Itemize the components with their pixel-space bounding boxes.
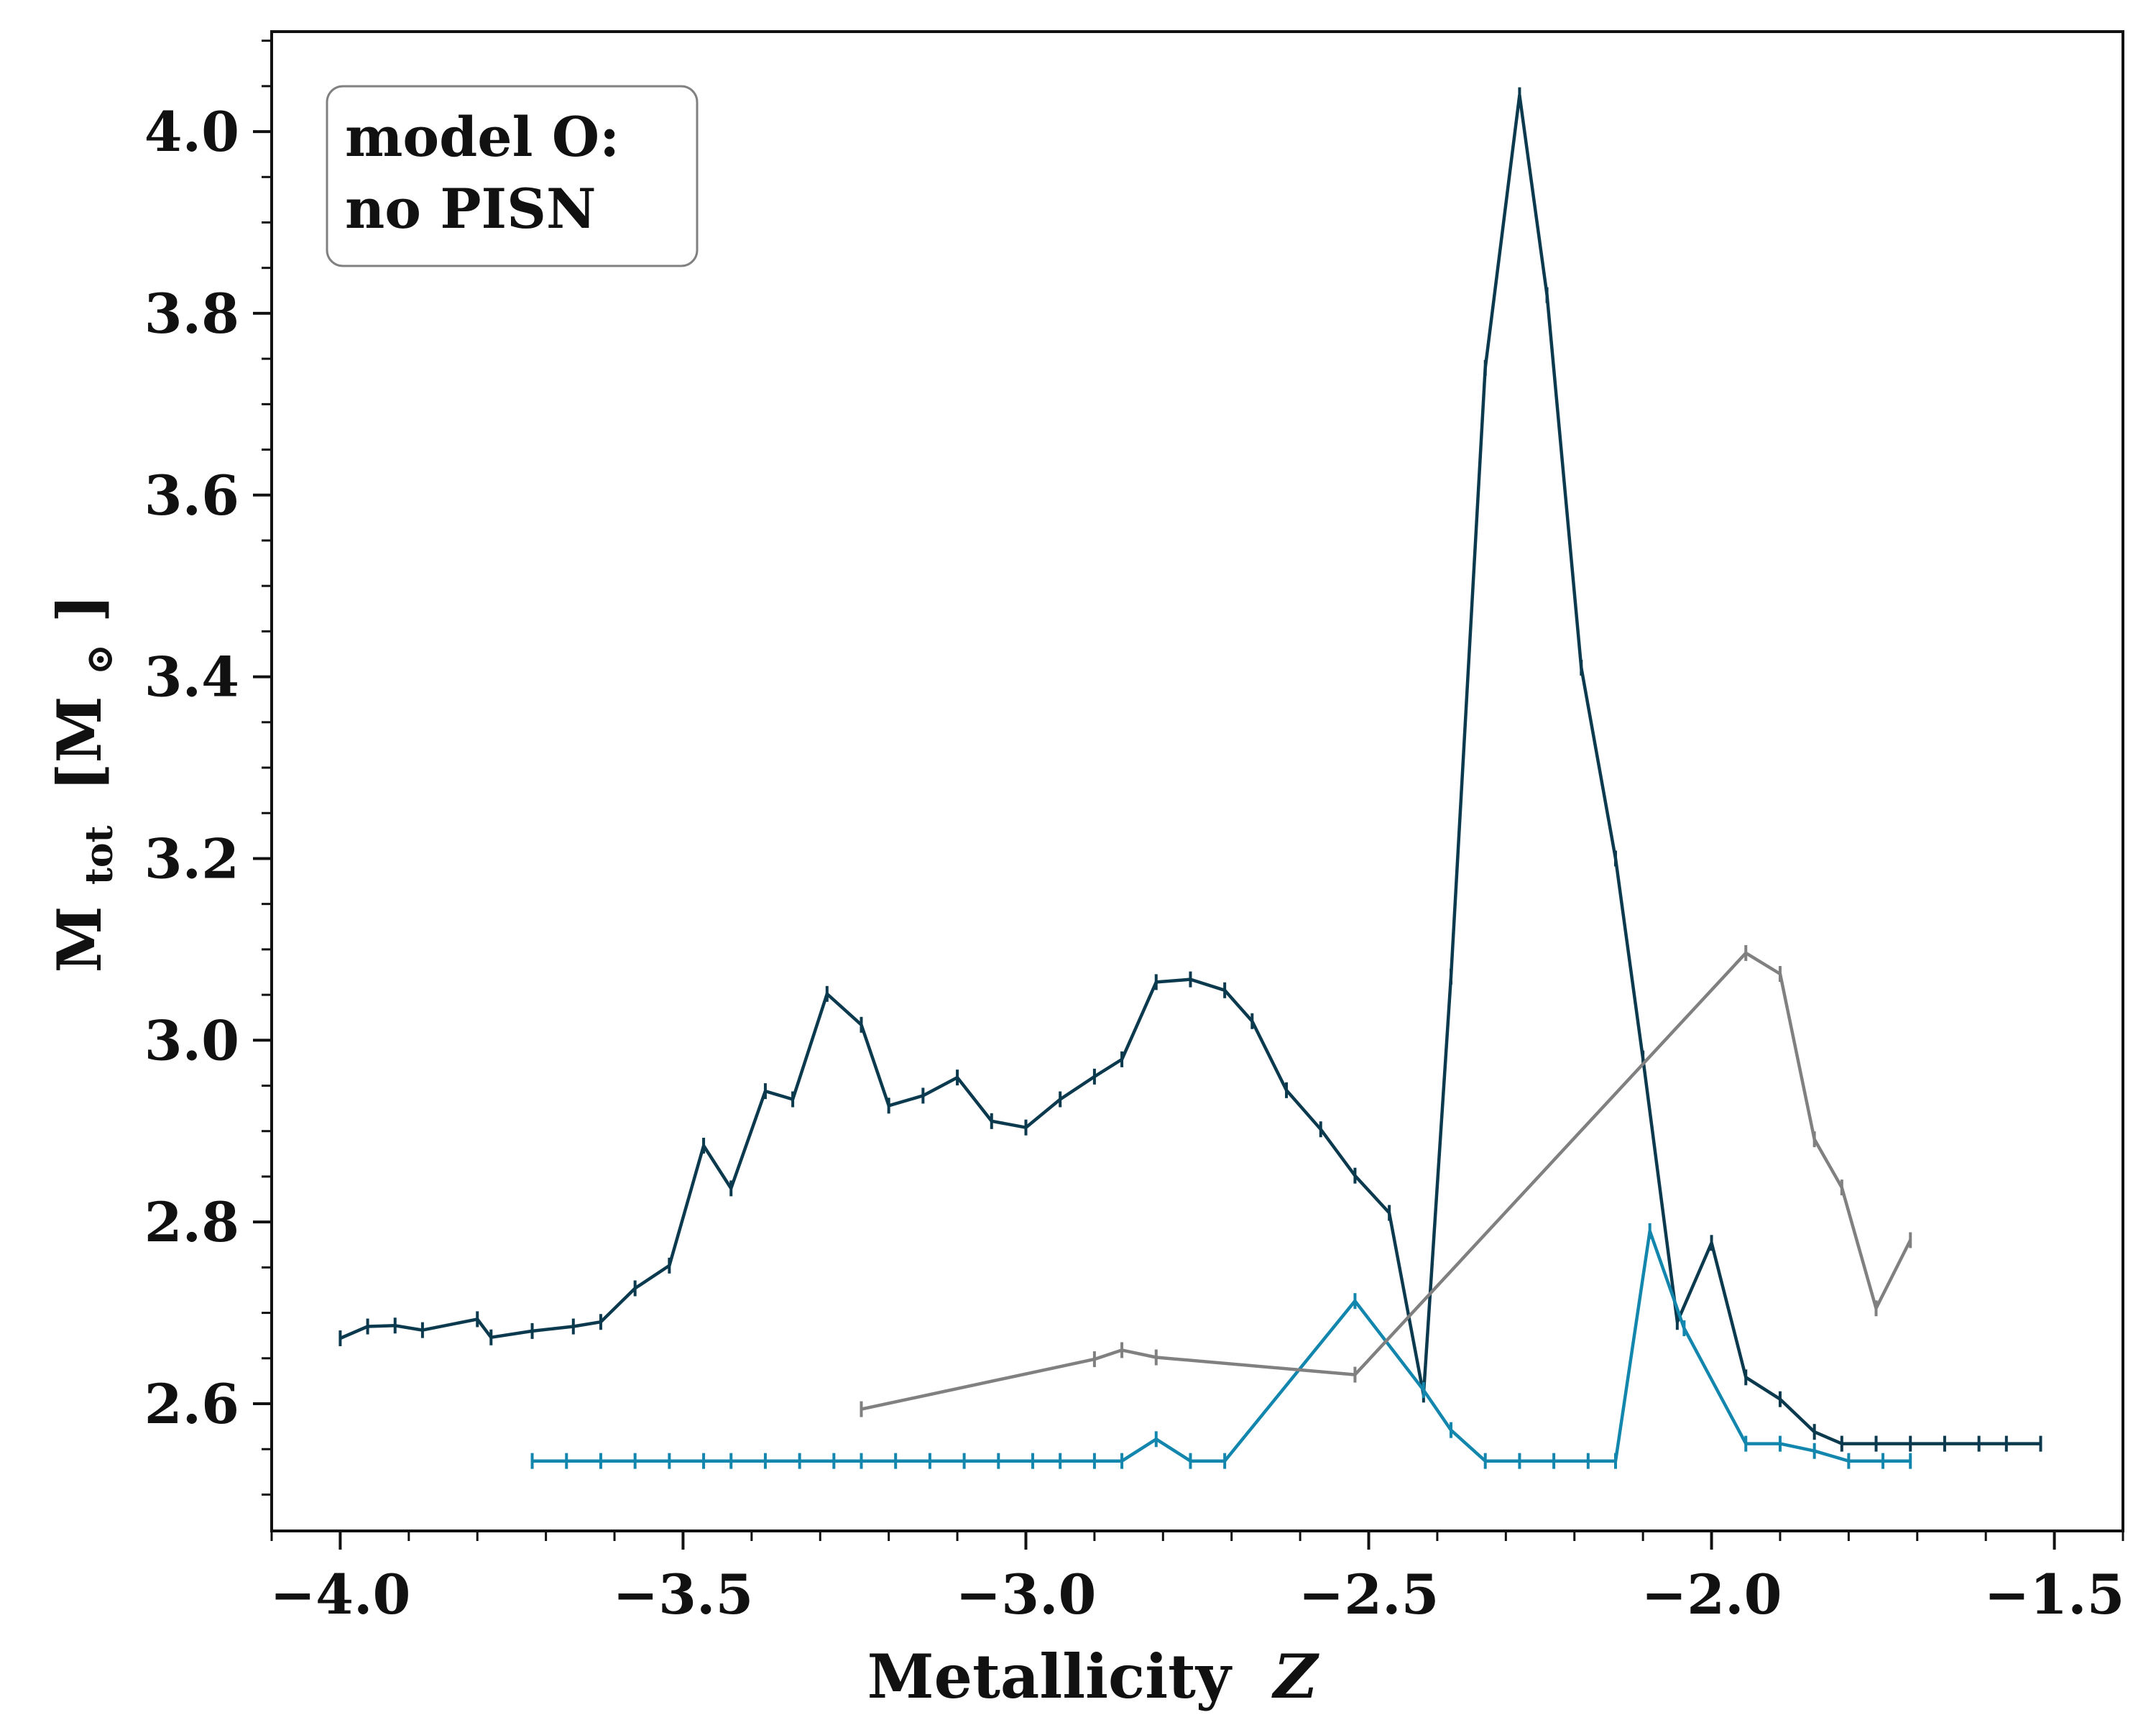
y-axis-title: M tot [M ⊙ ] (44, 594, 126, 973)
y-axis-title-unit-sym: ⊙ (78, 644, 121, 676)
y-tick-label: 2.6 (144, 1372, 239, 1436)
x-tick-label: −4.0 (270, 1563, 410, 1627)
x-axis-ticks: −4.0 −3.5 −3.0 −2.5 −2.0 −1.5 (270, 1531, 2125, 1627)
x-tick-label: −1.5 (1984, 1563, 2125, 1627)
y-tick-label: 3.0 (144, 1008, 239, 1072)
y-axis-title-unit-close: ] (44, 594, 115, 623)
y-tick-label: 3.4 (144, 645, 239, 709)
plot-frame (270, 30, 2124, 1532)
x-axis-title: Metallicity Z (867, 1641, 1319, 1712)
annotation-line-2: no PISN (345, 177, 596, 241)
y-axis-title-sub: tot (78, 825, 121, 885)
x-tick-label: −3.5 (612, 1563, 753, 1627)
x-axis-title-text: Metallicity (867, 1641, 1233, 1712)
annotation-line-1: model O: (345, 105, 619, 169)
y-axis-ticks: 2.6 2.8 3.0 3.2 3.4 3.6 3.8 4.0 (144, 40, 272, 1496)
y-axis-title-unit: [M (44, 696, 115, 791)
series-line (532, 1229, 1911, 1463)
annotation-frame (326, 85, 699, 267)
y-tick-label: 3.6 (144, 464, 239, 528)
y-tick-label: 4.0 (144, 100, 239, 164)
series-line (339, 93, 2041, 1445)
series-1 (338, 87, 2042, 1452)
x-tick-label: −3.0 (956, 1563, 1097, 1627)
series-3 (860, 944, 1912, 1417)
series-layer (338, 87, 2042, 1469)
series-2 (530, 1223, 1912, 1469)
x-tick-label: −2.5 (1299, 1563, 1439, 1627)
y-tick-label: 3.8 (144, 282, 239, 346)
series-line (861, 951, 1912, 1411)
y-tick-label: 3.2 (144, 827, 239, 891)
x-axis-title-var: Z (1271, 1641, 1319, 1712)
y-tick-label: 2.8 (144, 1190, 239, 1254)
y-axis-title-main: M (44, 906, 115, 972)
x-tick-label: −2.0 (1641, 1563, 1782, 1627)
annotation-box: model O: no PISN (326, 85, 699, 267)
